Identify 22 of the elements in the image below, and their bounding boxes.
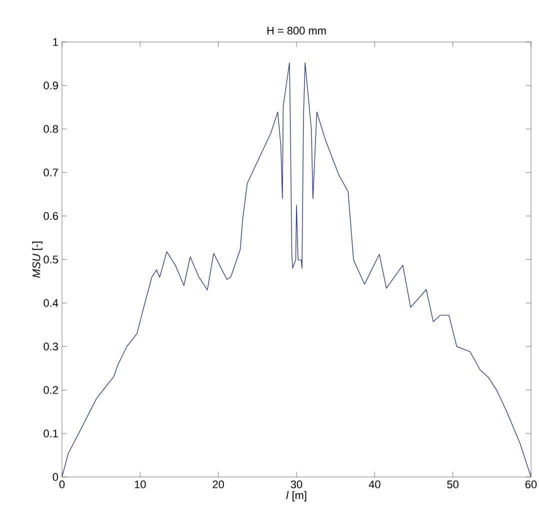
x-axis-title: l [m] — [286, 491, 306, 502]
y-axis-title: MSU [-] — [32, 242, 42, 278]
x-tick-label: 10 — [134, 480, 146, 488]
y-tick-label: 0.1 — [44, 430, 58, 438]
y-tick-label: 0.4 — [44, 299, 58, 307]
x-tick-label: 0 — [59, 480, 65, 488]
y-tick-label: 0.6 — [44, 212, 58, 220]
y-tick-label: 0.3 — [44, 342, 58, 350]
line-series — [62, 62, 532, 477]
x-tick-label: 20 — [212, 480, 224, 488]
x-tick-label: 50 — [447, 480, 458, 488]
y-tick-label: 0.9 — [44, 82, 58, 90]
chart-title: H = 800 mm — [267, 26, 326, 34]
y-tick-label: 0.7 — [44, 168, 58, 176]
y-tick-label: 0.8 — [44, 125, 58, 133]
y-tick-label: 0.2 — [44, 386, 58, 394]
y-tick-label: 0.5 — [44, 256, 58, 264]
x-tick-label: 30 — [290, 480, 302, 488]
x-tick-label: 40 — [368, 480, 380, 488]
y-tick-label: 1 — [53, 38, 58, 46]
y-tick-label: 0 — [52, 473, 58, 481]
x-tick-label: 60 — [525, 480, 537, 488]
